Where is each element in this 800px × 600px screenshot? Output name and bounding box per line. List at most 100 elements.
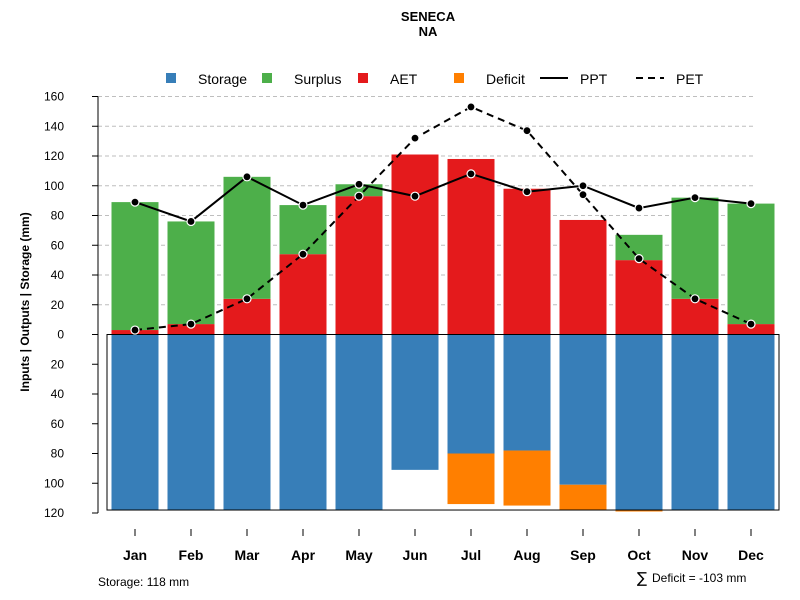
ppt-point — [466, 169, 476, 179]
y-tick-label: 120 — [44, 506, 64, 520]
y-tick-label: 160 — [44, 90, 64, 104]
pet-point — [746, 319, 756, 329]
x-tick-label-mar: Mar — [235, 547, 260, 563]
deficit-bar — [447, 453, 495, 505]
x-tick-label-feb: Feb — [179, 547, 204, 563]
y-tick-label: 40 — [51, 387, 65, 401]
storage-bar — [559, 334, 607, 485]
pet-point — [298, 249, 308, 259]
ppt-line — [134, 172, 752, 223]
y-tick-label: 100 — [44, 179, 64, 193]
chart-title: SENECA — [401, 9, 456, 24]
legend-label-surplus: Surplus — [294, 71, 341, 87]
storage-bar — [111, 334, 159, 511]
surplus-bar — [279, 205, 327, 255]
legend-label-pet: PET — [676, 71, 704, 87]
x-tick-label-sep: Sep — [570, 547, 596, 563]
surplus-bar — [671, 197, 719, 299]
x-tick-label-jun: Jun — [403, 547, 428, 563]
chart-subtitle: NA — [419, 24, 438, 39]
pet-point — [130, 325, 140, 335]
pet-point — [466, 102, 476, 112]
x-tick-label-may: May — [345, 547, 372, 563]
legend-swatch-aet — [358, 73, 368, 83]
ppt-point — [634, 203, 644, 213]
ppt-point — [130, 197, 140, 207]
deficit-bar — [559, 484, 607, 511]
y-tick-label: 20 — [51, 357, 65, 371]
x-tick-label-aug: Aug — [513, 547, 540, 563]
pet-point — [410, 133, 420, 143]
storage-bar — [615, 334, 663, 511]
pet-point — [522, 126, 532, 136]
y-tick-label: 60 — [51, 238, 65, 252]
pet-point — [634, 254, 644, 264]
x-tick-label-oct: Oct — [627, 547, 651, 563]
storage-frame — [106, 334, 780, 511]
y-tick-label: 120 — [44, 149, 64, 163]
x-tick-label-jul: Jul — [461, 547, 481, 563]
aet-bar — [391, 154, 439, 335]
storage-bar — [503, 334, 551, 451]
y-tick-label: 100 — [44, 476, 64, 490]
ppt-point — [242, 172, 252, 182]
footer-storage: Storage: 118 mm — [98, 575, 189, 589]
sigma-icon: ∑ — [637, 569, 647, 587]
ppt-point — [690, 193, 700, 203]
surplus-bar — [223, 176, 271, 299]
aet-bar — [615, 260, 663, 335]
legend-label-storage: Storage — [198, 71, 247, 87]
pet-point — [690, 294, 700, 304]
ppt-point — [746, 199, 756, 209]
legend-swatch-surplus — [262, 73, 272, 83]
x-tick-label-jan: Jan — [123, 547, 147, 563]
aet-bar — [335, 196, 383, 335]
aet-bar — [167, 324, 215, 335]
y-tick-label: 80 — [51, 209, 65, 223]
storage-bar — [727, 334, 775, 511]
legend: Storage Surplus AET Deficit PPT PET — [166, 71, 704, 87]
pet-point — [578, 190, 588, 200]
y-tick-label: 60 — [51, 417, 65, 431]
pet-point — [242, 294, 252, 304]
y-tick-label: 40 — [51, 268, 65, 282]
x-tick-label-apr: Apr — [291, 547, 316, 563]
deficit-bar — [503, 450, 551, 506]
ppt-point — [578, 181, 588, 191]
ppt-point — [354, 179, 364, 189]
aet-bar — [727, 324, 775, 335]
aet-bar — [447, 158, 495, 335]
y-tick-label: 0 — [57, 328, 64, 342]
legend-label-deficit: Deficit — [486, 71, 525, 87]
surplus-bar — [335, 184, 383, 197]
storage-bar — [279, 334, 327, 511]
footer-deficit: Deficit = -103 mm — [652, 571, 746, 585]
storage-bar — [391, 334, 439, 470]
pet-point — [354, 191, 364, 201]
surplus-bar — [111, 202, 159, 331]
y-tick-label: 140 — [44, 119, 64, 133]
legend-label-aet: AET — [390, 71, 418, 87]
storage-bar — [223, 334, 271, 511]
storage-bar — [447, 334, 495, 454]
storage-bar — [335, 334, 383, 511]
ppt-point — [522, 187, 532, 197]
legend-label-ppt: PPT — [580, 71, 608, 87]
y-tick-label: 80 — [51, 447, 65, 461]
x-tick-label-nov: Nov — [682, 547, 709, 563]
aet-bar — [559, 219, 607, 335]
surplus-bar — [727, 203, 775, 325]
surplus-bar — [167, 221, 215, 325]
storage-bar — [671, 334, 719, 511]
ppt-point — [410, 191, 420, 201]
legend-swatch-storage — [166, 73, 176, 83]
pet-point — [186, 319, 196, 329]
ppt-point — [298, 200, 308, 210]
deficit-bar — [615, 510, 663, 512]
storage-bar — [167, 334, 215, 511]
x-tick-label-dec: Dec — [738, 547, 764, 563]
aet-bar — [503, 188, 551, 335]
legend-swatch-deficit — [454, 73, 464, 83]
aet-bar — [223, 298, 271, 335]
